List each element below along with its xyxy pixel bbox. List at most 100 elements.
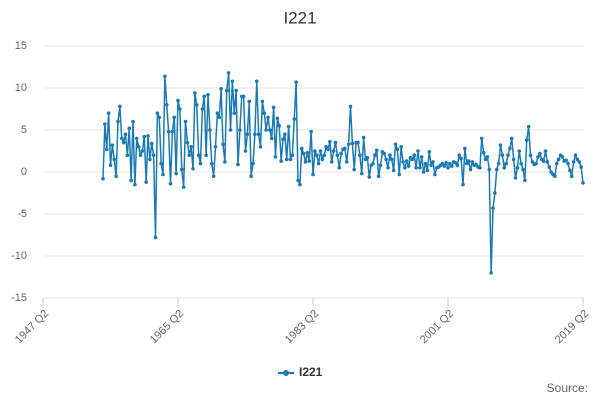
point — [123, 132, 128, 136]
point — [399, 145, 403, 149]
point — [536, 155, 540, 159]
point — [412, 153, 417, 157]
point — [573, 153, 578, 157]
point — [232, 111, 237, 115]
point — [530, 160, 535, 164]
point — [251, 161, 255, 166]
point — [498, 143, 503, 147]
point — [228, 128, 233, 132]
point — [159, 161, 163, 166]
point — [374, 148, 379, 152]
y-tick-label: 5 — [21, 124, 27, 136]
point — [496, 161, 501, 166]
y-tick-label: -10 — [11, 250, 27, 262]
point — [134, 136, 139, 141]
point — [416, 149, 420, 153]
point — [254, 79, 259, 84]
point — [329, 160, 334, 164]
point — [384, 157, 388, 162]
point — [547, 165, 552, 169]
point — [421, 170, 426, 174]
point — [515, 166, 520, 170]
point — [292, 117, 297, 121]
y-tick-label: 0 — [21, 166, 27, 178]
point — [359, 171, 364, 176]
point — [401, 160, 405, 164]
point — [149, 141, 154, 146]
chart-title: I221 — [283, 8, 316, 27]
point — [506, 153, 510, 157]
point — [478, 166, 482, 170]
point — [404, 159, 409, 163]
point — [129, 178, 133, 183]
point — [365, 155, 370, 160]
point — [196, 153, 201, 157]
point — [133, 182, 137, 187]
point — [391, 168, 396, 173]
point — [346, 142, 351, 147]
point — [534, 161, 538, 166]
point — [301, 151, 306, 156]
point — [258, 145, 263, 149]
point — [556, 157, 561, 162]
point — [316, 161, 321, 166]
point — [343, 146, 347, 151]
point — [406, 164, 411, 168]
y-tick-label: 10 — [15, 82, 27, 94]
point — [236, 162, 240, 167]
point — [224, 88, 229, 93]
point — [303, 160, 308, 164]
point — [461, 182, 465, 187]
point — [209, 161, 214, 166]
point — [425, 168, 430, 173]
point — [148, 157, 152, 162]
point — [191, 166, 195, 171]
point — [281, 137, 285, 142]
point — [153, 235, 158, 240]
point — [253, 132, 257, 136]
legend-marker — [283, 370, 289, 376]
point — [500, 153, 505, 157]
point — [519, 161, 523, 166]
point — [288, 157, 293, 162]
point — [266, 115, 270, 120]
x-tick-label: 2001 Q2 — [418, 308, 456, 346]
point — [142, 134, 147, 139]
point — [163, 74, 167, 79]
point — [305, 150, 310, 155]
point — [419, 155, 424, 159]
point — [202, 94, 207, 99]
point — [298, 182, 302, 187]
point — [528, 153, 533, 157]
x-tick-label: 2019 Q2 — [553, 308, 591, 346]
point — [448, 161, 452, 166]
point — [545, 160, 550, 164]
point — [442, 164, 447, 168]
point — [376, 174, 381, 178]
point — [206, 92, 210, 97]
point — [463, 146, 467, 151]
point — [121, 140, 126, 145]
point — [352, 167, 357, 172]
point — [176, 98, 180, 103]
point — [264, 128, 268, 132]
point — [513, 176, 518, 180]
point — [299, 146, 304, 151]
point — [249, 174, 253, 178]
point — [549, 170, 553, 174]
point — [219, 87, 223, 91]
point — [509, 136, 514, 141]
point — [403, 166, 407, 170]
point — [455, 163, 460, 168]
point — [466, 159, 471, 163]
point — [178, 107, 182, 111]
point — [127, 126, 132, 131]
point — [119, 136, 124, 141]
point — [144, 180, 148, 184]
point — [161, 172, 165, 177]
point — [344, 160, 349, 164]
point — [273, 155, 278, 159]
point — [181, 185, 186, 189]
point — [444, 160, 448, 165]
point — [579, 165, 583, 169]
